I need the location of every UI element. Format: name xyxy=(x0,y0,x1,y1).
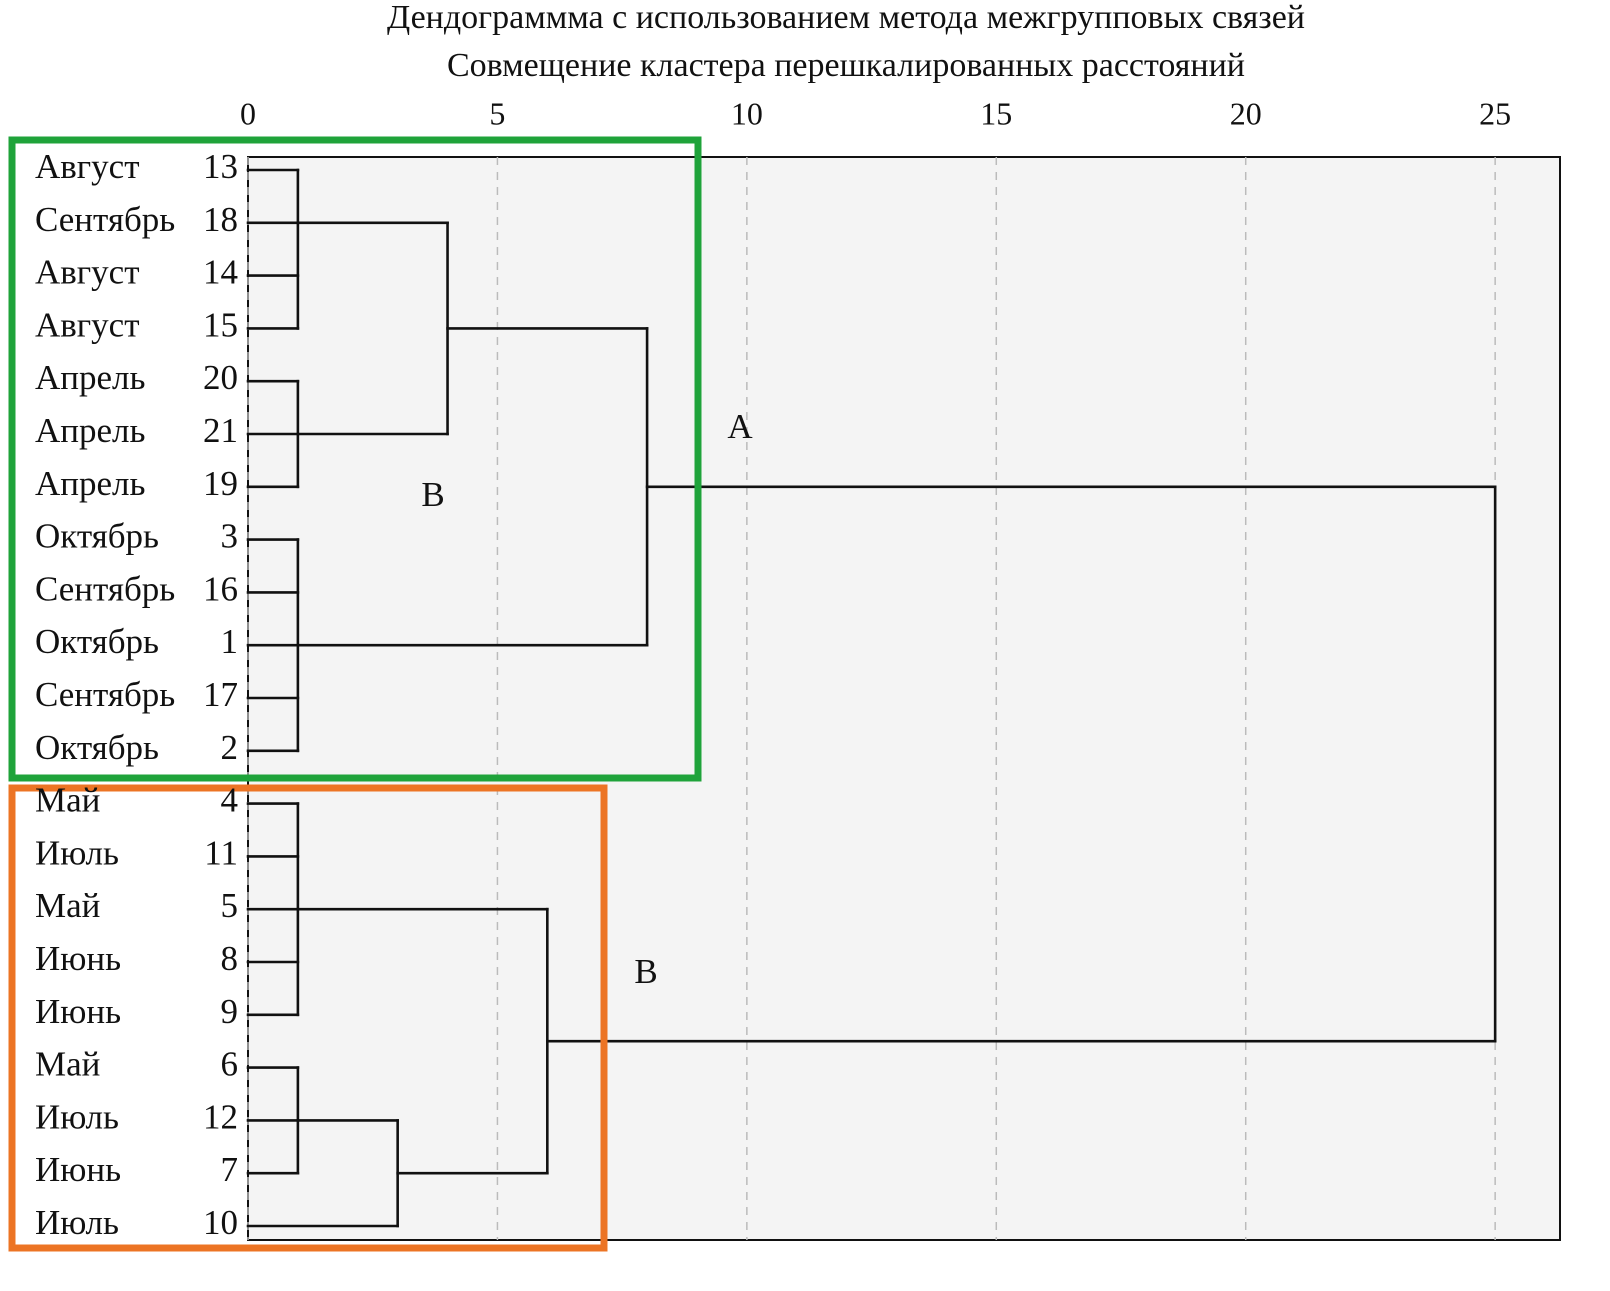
leaf-label: Апрель xyxy=(35,411,145,450)
annotation: A xyxy=(727,407,753,446)
annotation: B xyxy=(421,475,444,514)
leaf-id: 12 xyxy=(203,1097,238,1136)
leaf-id: 21 xyxy=(203,411,238,450)
leaf-id: 3 xyxy=(221,517,239,556)
leaf-id: 2 xyxy=(221,728,239,767)
x-tick-label: 15 xyxy=(980,95,1012,131)
leaf-id: 18 xyxy=(203,200,238,239)
leaf-label: Май xyxy=(35,1045,100,1084)
leaf-id: 17 xyxy=(203,675,238,714)
leaf-label: Сентябрь xyxy=(35,200,175,239)
leaf-label: Сентябрь xyxy=(35,675,175,714)
leaf-id: 1 xyxy=(221,622,239,661)
leaf-label: Август xyxy=(35,253,140,292)
leaf-id: 15 xyxy=(203,305,238,344)
leaf-label: Июнь xyxy=(35,939,121,978)
leaf-label: Июль xyxy=(35,833,119,872)
x-tick-label: 0 xyxy=(240,95,256,131)
leaf-label: Апрель xyxy=(35,464,145,503)
x-tick-label: 25 xyxy=(1479,95,1511,131)
cluster-box-green xyxy=(8,136,702,782)
plot-frame xyxy=(247,156,1561,1241)
x-tick-label: 5 xyxy=(489,95,505,131)
leaf-id: 13 xyxy=(203,147,238,186)
leaf-id: 4 xyxy=(221,781,239,820)
leaf-label: Июль xyxy=(35,1097,119,1136)
leaf-label: Октябрь xyxy=(35,728,159,767)
leaf-label: Июль xyxy=(35,1203,119,1242)
leaf-id: 20 xyxy=(203,358,238,397)
leaf-label: Май xyxy=(35,781,100,820)
leaf-id: 14 xyxy=(203,253,238,292)
leaf-label: Август xyxy=(35,147,140,186)
leaf-id: 10 xyxy=(203,1203,238,1242)
annotation: B xyxy=(634,952,657,991)
leaf-label: Июнь xyxy=(35,1150,121,1189)
leaf-label: Июнь xyxy=(35,992,121,1031)
leaf-label: Апрель xyxy=(35,358,145,397)
tree xyxy=(246,168,1497,1228)
leaf-id: 6 xyxy=(221,1045,239,1084)
leaf-id: 8 xyxy=(221,939,239,978)
leaf-id: 16 xyxy=(203,569,238,608)
x-tick-label: 20 xyxy=(1230,95,1262,131)
leaf-id: 5 xyxy=(221,886,239,925)
leaf-label: Октябрь xyxy=(35,622,159,661)
chart-title: Дендограммма с использованием метода меж… xyxy=(387,0,1305,36)
x-tick-label: 10 xyxy=(731,95,763,131)
leaf-label: Сентябрь xyxy=(35,569,175,608)
leaf-id: 7 xyxy=(221,1150,239,1189)
chart-subtitle: Совмещение кластера перешкалированных ра… xyxy=(447,47,1245,84)
leaf-id: 11 xyxy=(204,833,238,872)
leaf-label: Август xyxy=(35,305,140,344)
cluster-box-orange xyxy=(8,784,608,1252)
leaf-id: 19 xyxy=(203,464,238,503)
leaf-label: Октябрь xyxy=(35,517,159,556)
leaf-id: 9 xyxy=(221,992,239,1031)
leaf-label: Май xyxy=(35,886,100,925)
